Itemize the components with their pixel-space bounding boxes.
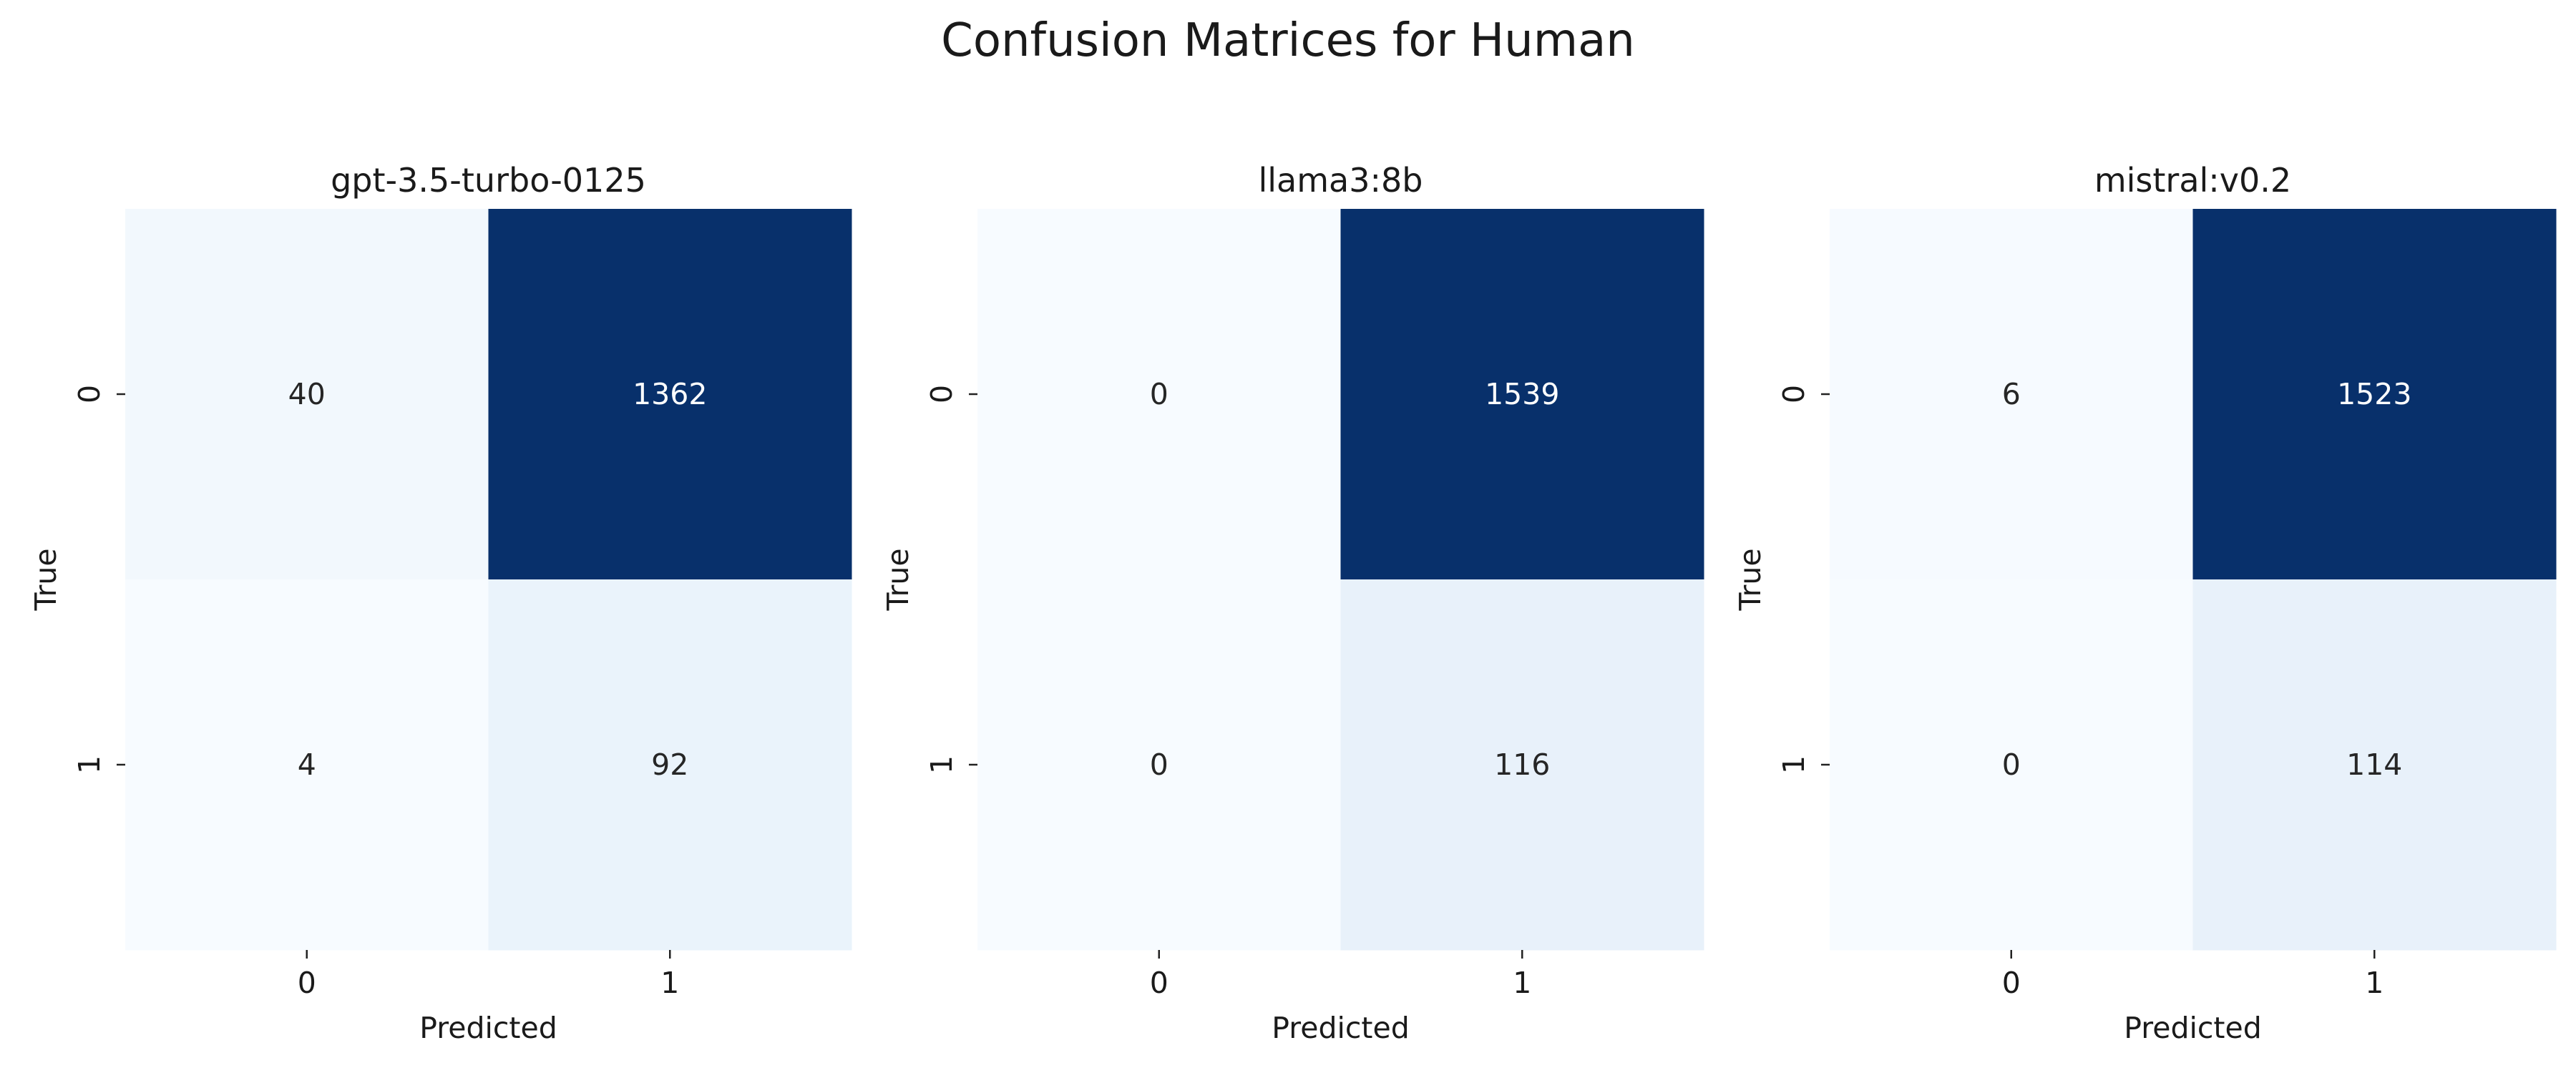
heatmap-cell [2192, 209, 2557, 580]
heatmap-panel-2: llama3:8b 0 1539 0 116 0 1 0 1 Predicted True [881, 161, 1704, 1045]
heatmap-panel-3: mistral:v0.2 6 1523 0 114 0 1 0 1 Predicted True [1733, 161, 2557, 1045]
y-axis-label: True [881, 548, 915, 611]
cell-value-label: 0 [1150, 377, 1169, 411]
cell-value-label: 40 [288, 377, 326, 411]
x-axis-label: Predicted [419, 1011, 557, 1045]
panel-title: llama3:8b [1259, 161, 1423, 200]
heatmap-cell [125, 209, 489, 580]
heatmap-cell [1830, 209, 2193, 580]
x-tick-label: 1 [660, 966, 679, 1000]
x-axis-label: Predicted [2124, 1011, 2261, 1045]
heatmap-cell [125, 579, 489, 951]
x-tick-label: 1 [2365, 966, 2384, 1000]
heatmap-panel-1: gpt-3.5-turbo-0125 40 1362 4 92 0 1 0 1 Predicted… [29, 161, 852, 1045]
heatmap-cell [1830, 579, 2193, 951]
y-tick-label: 0 [1777, 385, 1811, 403]
y-axis-label: True [1733, 548, 1767, 611]
heatmap-cell [1340, 209, 1704, 580]
heatmap-panels: gpt-3.5-turbo-0125 40 1362 4 92 0 1 0 1 Predicted… [29, 161, 2557, 1045]
y-tick-label: 1 [72, 755, 107, 774]
cell-value-label: 6 [2002, 377, 2021, 411]
cell-value-label: 0 [2002, 748, 2021, 782]
heatmap-cell [1340, 579, 1704, 951]
y-tick-label: 0 [72, 385, 107, 403]
x-tick-label: 0 [2002, 966, 2021, 1000]
y-tick-label: 1 [1777, 755, 1811, 774]
cell-value-label: 0 [1150, 748, 1169, 782]
x-axis-label: Predicted [1272, 1011, 1409, 1045]
y-tick-label: 1 [924, 755, 959, 774]
cell-value-label: 114 [2346, 748, 2402, 782]
heatmap-cell [2192, 579, 2557, 951]
figure-title: Confusion Matrices for Human [941, 14, 1635, 67]
heatmap-cell [488, 209, 852, 580]
heatmap-cell [977, 209, 1341, 580]
cell-value-label: 1523 [2337, 377, 2411, 411]
panel-title: mistral:v0.2 [2094, 161, 2291, 200]
heatmap-cell [977, 579, 1341, 951]
x-tick-label: 1 [1513, 966, 1531, 1000]
heatmap-cell [488, 579, 852, 951]
cell-value-label: 116 [1494, 748, 1550, 782]
cell-value-label: 1539 [1485, 377, 1559, 411]
y-tick-label: 0 [924, 385, 959, 403]
cell-value-label: 92 [651, 748, 688, 782]
x-tick-label: 0 [298, 966, 316, 1000]
x-tick-label: 0 [1150, 966, 1169, 1000]
cell-value-label: 4 [298, 748, 316, 782]
panel-title: gpt-3.5-turbo-0125 [331, 161, 646, 200]
y-axis-label: True [29, 548, 63, 611]
cell-value-label: 1362 [633, 377, 707, 411]
